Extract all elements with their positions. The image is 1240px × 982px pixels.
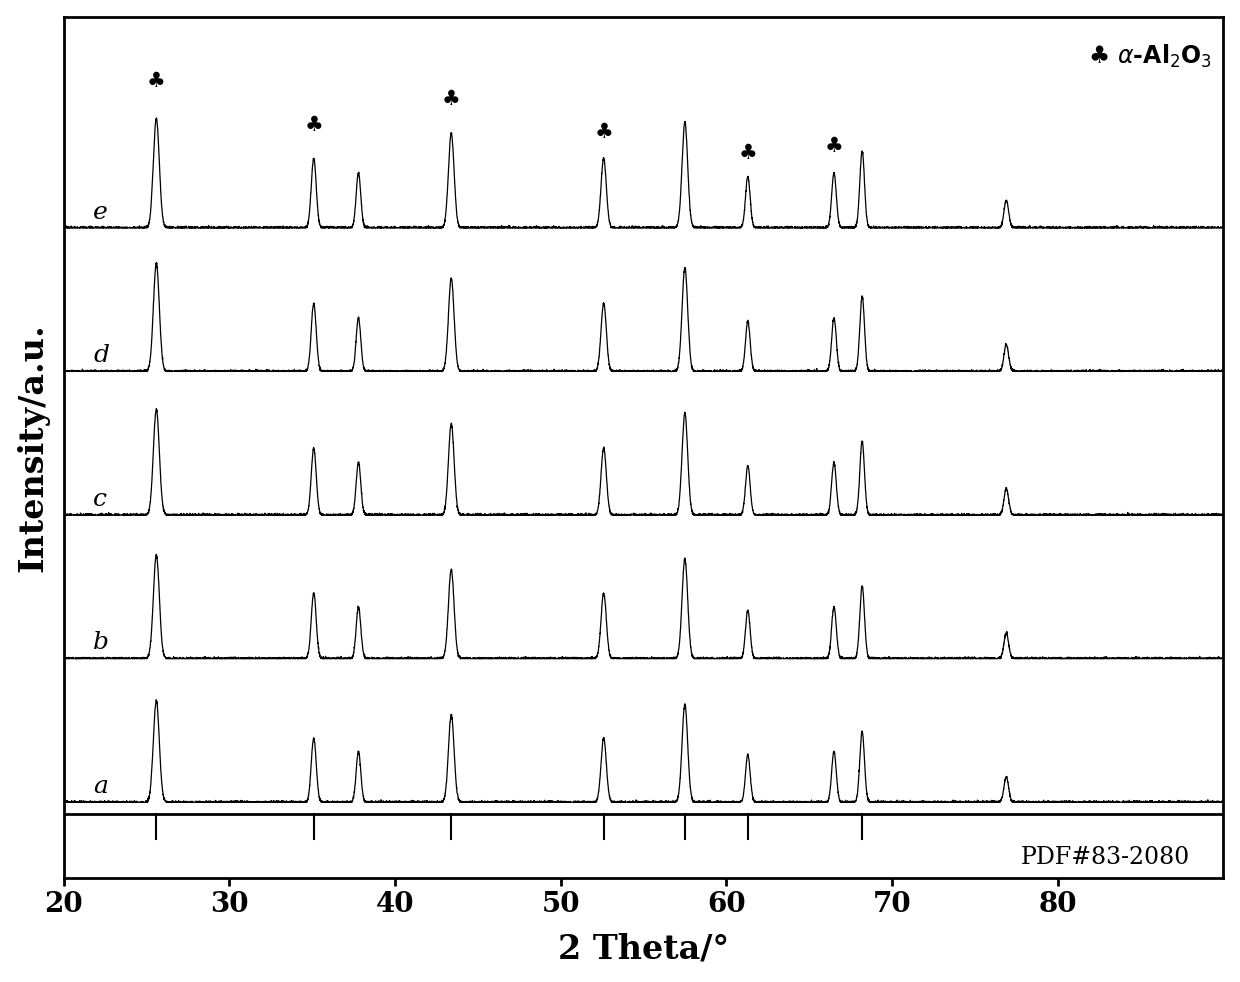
Text: e: e	[93, 200, 108, 224]
Text: ♣: ♣	[594, 122, 613, 141]
Text: d: d	[93, 345, 109, 367]
Text: b: b	[93, 631, 109, 654]
Text: ♣: ♣	[825, 136, 843, 156]
Text: ♣: ♣	[739, 143, 758, 163]
Text: ♣: ♣	[148, 72, 166, 91]
Text: ♣: ♣	[441, 89, 460, 109]
X-axis label: 2 Theta/°: 2 Theta/°	[558, 932, 729, 965]
Text: PDF#83-2080: PDF#83-2080	[1021, 846, 1190, 869]
Text: c: c	[93, 488, 108, 511]
Text: a: a	[93, 775, 108, 798]
Text: $\clubsuit$ $\alpha$-Al$_2$O$_3$: $\clubsuit$ $\alpha$-Al$_2$O$_3$	[1087, 42, 1211, 70]
Y-axis label: Intensity/a.u.: Intensity/a.u.	[16, 323, 50, 572]
Text: ♣: ♣	[304, 115, 324, 135]
